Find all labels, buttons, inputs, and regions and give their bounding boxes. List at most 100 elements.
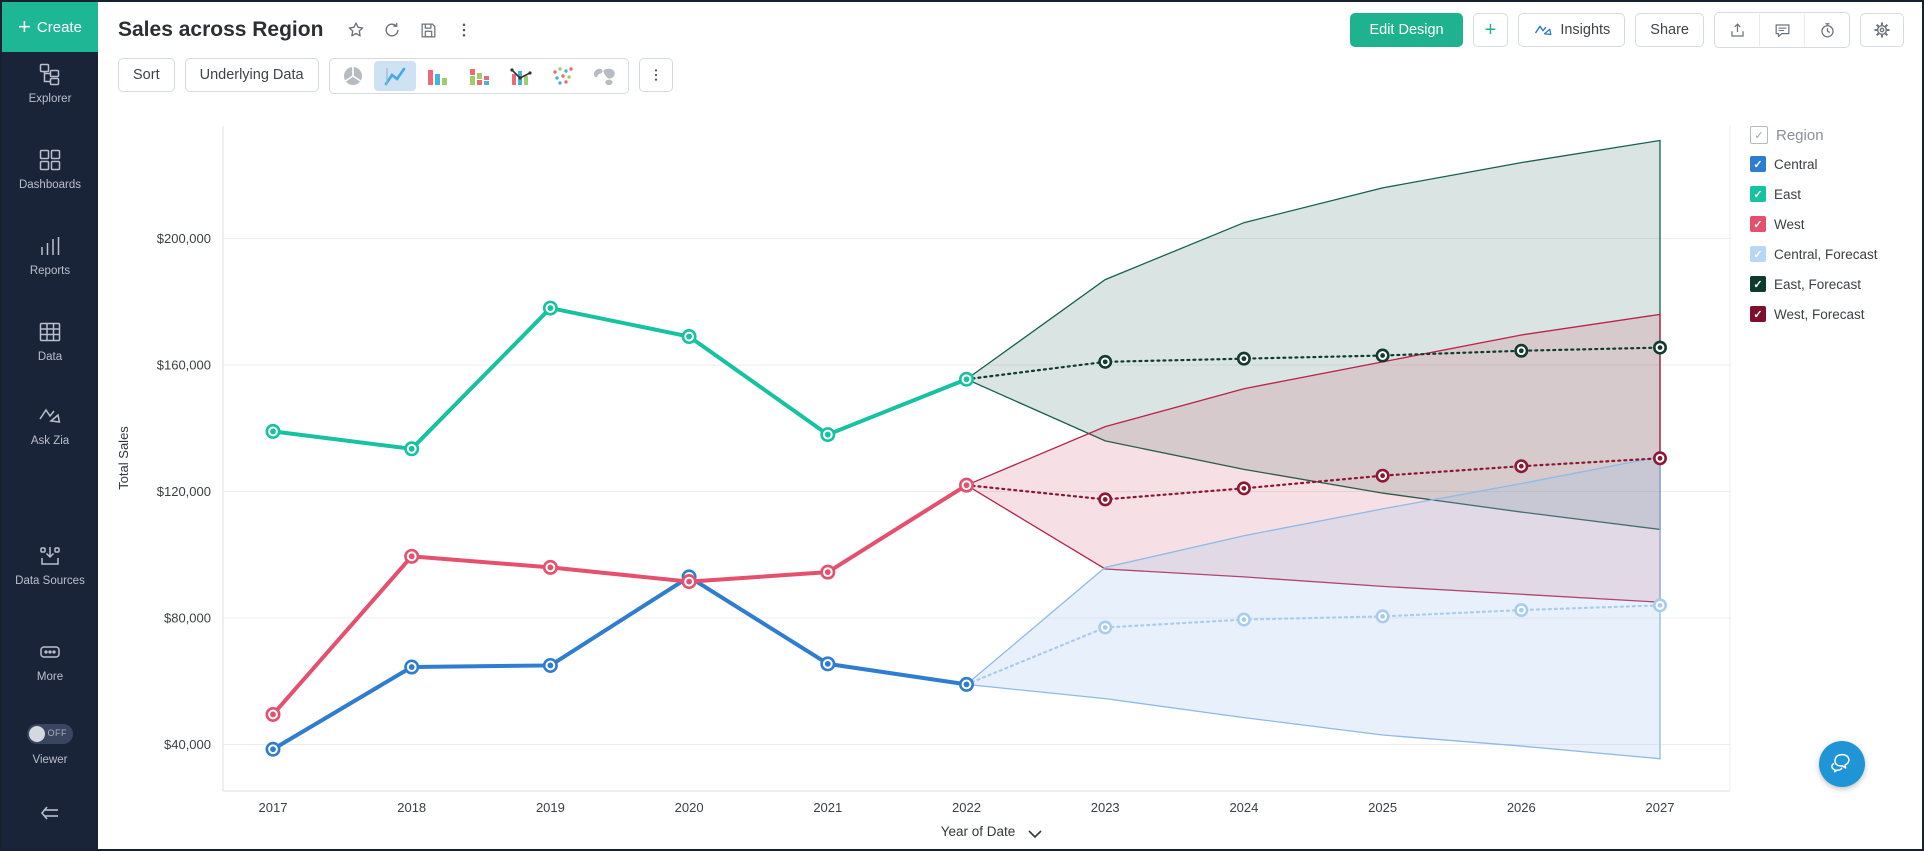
legend-item-west[interactable]: ✓ West: [1750, 216, 1918, 232]
series-central-forecast[interactable]: [965, 598, 1668, 686]
x-tick-label: 2021: [813, 800, 842, 815]
x-tick-label: 2024: [1229, 800, 1258, 815]
sidebar: + Create Explorer Dashboards Reports Data As…: [2, 2, 98, 849]
pie-chart-icon[interactable]: [332, 61, 374, 91]
report-header: Sales across Region Edit Design +: [98, 2, 1922, 58]
sidebar-item-explorer[interactable]: Explorer: [2, 62, 98, 106]
series-west-forecast[interactable]: [965, 451, 1668, 507]
sidebar-item-label: Dashboards: [18, 179, 81, 191]
legend-checkbox[interactable]: ✓: [1750, 276, 1766, 292]
explorer-icon: [39, 63, 60, 86]
collapse-sidebar-icon[interactable]: [2, 802, 98, 829]
bar-chart-icon[interactable]: [416, 61, 458, 91]
x-axis-title-dropdown[interactable]: Year of Date: [941, 824, 1042, 839]
create-button-label: Create: [36, 18, 82, 36]
y-axis-title: Total Sales: [116, 426, 131, 490]
legend-checkbox[interactable]: ✓: [1750, 246, 1766, 262]
chat-bubbles-icon: [1831, 753, 1850, 773]
sidebar-item-data[interactable]: Data: [2, 320, 98, 364]
sidebar-item-more[interactable]: More: [2, 640, 98, 684]
series-west[interactable]: [265, 477, 975, 722]
x-tick-label: 2027: [1646, 800, 1675, 815]
x-tick-label: 2022: [952, 800, 981, 815]
x-tick-label: 2020: [675, 800, 704, 815]
line-chart-icon[interactable]: [373, 61, 416, 91]
history-icon[interactable]: [1804, 14, 1849, 46]
legend-checkbox[interactable]: ✓: [1750, 306, 1766, 322]
save-icon[interactable]: [415, 17, 441, 43]
stacked-bar-icon[interactable]: [458, 61, 500, 91]
legend-item-east-forecast[interactable]: ✓ East, Forecast: [1750, 276, 1918, 292]
chart-type-group: [328, 58, 629, 94]
legend-title-checkbox[interactable]: ✓: [1750, 126, 1768, 144]
x-tick-label: 2023: [1091, 800, 1120, 815]
edit-design-button[interactable]: Edit Design: [1350, 13, 1463, 47]
sidebar-item-label: More: [36, 671, 64, 683]
series-east-forecast[interactable]: [965, 340, 1668, 381]
export-icon[interactable]: [1715, 14, 1759, 46]
x-axis-title: Year of Date: [941, 824, 1016, 839]
combo-chart-icon[interactable]: [500, 61, 542, 91]
toggle-state-label: OFF: [47, 728, 67, 738]
chart-legend: ✓ Region ✓ Central ✓ East ✓ West ✓ Central, Forec…: [1750, 126, 1918, 336]
viewer-toggle[interactable]: OFF: [27, 724, 73, 744]
legend-checkbox[interactable]: ✓: [1750, 156, 1766, 172]
sidebar-item-data-sources[interactable]: Data Sources: [2, 544, 98, 588]
reports-icon: [41, 237, 60, 255]
legend-label: East, Forecast: [1774, 276, 1862, 292]
legend-item-central-forecast[interactable]: ✓ Central, Forecast: [1750, 246, 1918, 262]
zia-chat-fab[interactable]: [1819, 741, 1865, 787]
y-tick-label: $160,000: [157, 358, 211, 373]
series-central[interactable]: [265, 569, 975, 757]
sidebar-item-label: Reports: [29, 265, 71, 277]
legend-title-row[interactable]: ✓ Region: [1750, 126, 1918, 144]
chevron-down-icon: [1028, 830, 1042, 839]
legend-checkbox[interactable]: ✓: [1750, 186, 1766, 202]
dashboards-icon: [39, 149, 61, 171]
create-button[interactable]: + Create: [2, 2, 98, 52]
sidebar-item-dashboards[interactable]: Dashboards: [2, 148, 98, 192]
more-chart-types-kebab-icon[interactable]: [638, 58, 673, 92]
comment-icon[interactable]: [1759, 14, 1804, 46]
star-icon[interactable]: [343, 17, 369, 43]
toggle-knob: [29, 726, 45, 742]
underlying-data-button[interactable]: Underlying Data: [184, 58, 319, 92]
share-button[interactable]: Share: [1635, 13, 1704, 47]
legend-item-east[interactable]: ✓ East: [1750, 186, 1918, 202]
scatter-plot-icon[interactable]: [542, 61, 584, 91]
legend-label: East: [1774, 186, 1802, 202]
header-action-group: [1714, 12, 1850, 48]
y-tick-label: $120,000: [157, 484, 211, 499]
legend-label: West, Forecast: [1774, 306, 1865, 322]
viewer-block: OFF Viewer: [2, 724, 98, 768]
series-east[interactable]: [265, 300, 975, 457]
sidebar-item-label: Ask Zia: [30, 435, 70, 447]
data-icon: [39, 322, 61, 342]
legend-label: Central: [1774, 156, 1818, 172]
page-title: Sales across Region: [118, 18, 324, 41]
kebab-icon[interactable]: [451, 17, 477, 43]
add-report-button[interactable]: +: [1472, 13, 1509, 47]
more-icon: [40, 646, 60, 658]
sales-line-chart: $40,000 $80,000 $120,000 $160,000 $200,000 20…: [116, 126, 1731, 839]
settings-gear-icon[interactable]: [1860, 13, 1904, 47]
y-tick-label: $80,000: [164, 611, 211, 626]
plus-icon: +: [18, 14, 31, 39]
x-tick-label: 2025: [1368, 800, 1397, 815]
insights-label: Insights: [1560, 22, 1611, 38]
sidebar-item-label: Explorer: [28, 93, 72, 105]
legend-checkbox[interactable]: ✓: [1750, 216, 1766, 232]
map-chart-icon[interactable]: [584, 61, 626, 91]
sidebar-item-label: Data: [37, 351, 63, 363]
sidebar-item-ask-zia[interactable]: Ask Zia: [2, 404, 98, 448]
refresh-icon[interactable]: [379, 17, 405, 43]
sidebar-item-reports[interactable]: Reports: [2, 234, 98, 278]
insights-button[interactable]: Insights: [1518, 13, 1626, 47]
y-tick-label: $200,000: [157, 231, 211, 246]
data-sources-icon: [40, 547, 60, 565]
x-tick-label: 2018: [397, 800, 426, 815]
legend-item-central[interactable]: ✓ Central: [1750, 156, 1918, 172]
legend-item-west-forecast[interactable]: ✓ West, Forecast: [1750, 306, 1918, 322]
sort-button[interactable]: Sort: [118, 58, 175, 92]
